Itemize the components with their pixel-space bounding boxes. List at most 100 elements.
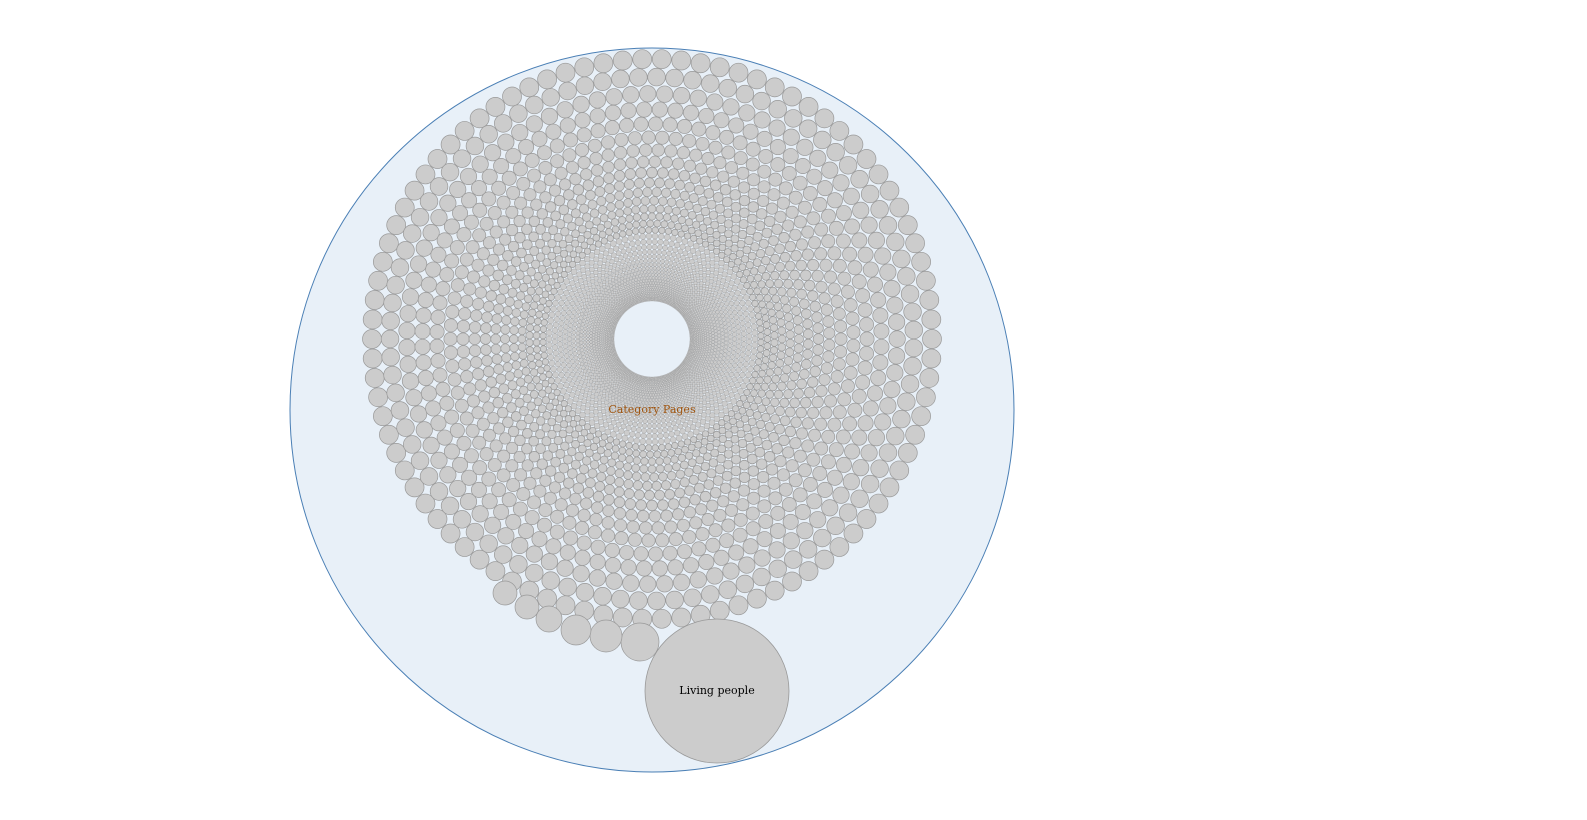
leaf-circle[interactable] <box>603 288 608 293</box>
leaf-circle[interactable] <box>609 306 613 310</box>
leaf-circle[interactable] <box>728 334 733 340</box>
leaf-circle[interactable] <box>752 436 763 447</box>
leaf-circle[interactable] <box>622 364 625 366</box>
leaf-circle[interactable] <box>628 295 632 299</box>
leaf-circle[interactable] <box>629 288 633 291</box>
leaf-circle[interactable] <box>714 374 719 379</box>
leaf-circle[interactable] <box>625 509 638 522</box>
leaf-circle[interactable] <box>689 332 691 334</box>
leaf-circle[interactable] <box>605 396 610 401</box>
leaf-circle[interactable] <box>687 359 690 362</box>
leaf-circle[interactable] <box>587 360 591 365</box>
leaf-circle[interactable] <box>653 288 656 291</box>
leaf-circle[interactable] <box>599 455 609 465</box>
leaf-circle[interactable] <box>739 320 746 327</box>
leaf-circle[interactable] <box>821 429 836 444</box>
leaf-circle[interactable] <box>537 303 545 312</box>
leaf-circle[interactable] <box>607 310 610 314</box>
leaf-circle[interactable] <box>647 290 650 293</box>
leaf-circle[interactable] <box>604 377 608 382</box>
leaf-circle[interactable] <box>687 431 694 438</box>
leaf-circle[interactable] <box>797 463 812 478</box>
leaf-circle[interactable] <box>604 316 607 319</box>
leaf-circle[interactable] <box>726 268 734 275</box>
leaf-circle[interactable] <box>579 301 585 307</box>
leaf-circle[interactable] <box>578 394 584 400</box>
leaf-circle[interactable] <box>693 335 696 338</box>
leaf-circle[interactable] <box>619 294 623 297</box>
leaf-circle[interactable] <box>719 482 732 494</box>
leaf-circle[interactable] <box>621 309 624 311</box>
leaf-circle[interactable] <box>715 320 720 324</box>
leaf-circle[interactable] <box>552 321 559 328</box>
leaf-circle[interactable] <box>691 306 695 310</box>
leaf-circle[interactable] <box>694 310 697 314</box>
leaf-circle[interactable] <box>507 240 520 253</box>
leaf-circle[interactable] <box>523 188 537 202</box>
leaf-circle[interactable] <box>569 371 576 378</box>
leaf-circle[interactable] <box>644 279 649 283</box>
leaf-circle[interactable] <box>601 528 616 543</box>
leaf-circle[interactable] <box>509 104 528 123</box>
leaf-circle[interactable] <box>628 369 630 371</box>
leaf-circle[interactable] <box>713 291 718 296</box>
leaf-circle[interactable] <box>809 365 821 378</box>
leaf-circle[interactable] <box>686 361 689 364</box>
leaf-circle[interactable] <box>525 545 543 563</box>
leaf-circle[interactable] <box>793 449 807 463</box>
leaf-circle[interactable] <box>636 271 641 275</box>
leaf-circle[interactable] <box>716 313 721 318</box>
leaf-circle[interactable] <box>574 301 580 307</box>
leaf-circle[interactable] <box>669 387 672 391</box>
leaf-circle[interactable] <box>646 377 649 380</box>
leaf-circle[interactable] <box>699 344 703 348</box>
leaf-circle[interactable] <box>628 532 642 547</box>
leaf-circle[interactable] <box>625 266 631 271</box>
leaf-circle[interactable] <box>694 364 697 368</box>
leaf-circle[interactable] <box>756 319 764 327</box>
leaf-circle[interactable] <box>572 347 577 352</box>
leaf-circle[interactable] <box>672 295 676 299</box>
leaf-circle[interactable] <box>548 311 556 318</box>
leaf-circle[interactable] <box>723 363 728 369</box>
leaf-circle[interactable] <box>514 270 525 281</box>
leaf-circle[interactable] <box>509 343 519 353</box>
leaf-circle[interactable] <box>663 397 667 401</box>
leaf-circle[interactable] <box>610 380 614 384</box>
leaf-circle[interactable] <box>598 298 603 303</box>
leaf-circle[interactable] <box>797 200 812 215</box>
leaf-circle[interactable] <box>583 343 587 348</box>
leaf-circle[interactable] <box>785 329 795 340</box>
leaf-circle[interactable] <box>506 478 521 493</box>
leaf-circle[interactable] <box>724 371 730 377</box>
leaf-circle[interactable] <box>604 300 609 304</box>
leaf-circle[interactable] <box>704 302 708 307</box>
leaf-circle[interactable] <box>684 311 687 314</box>
leaf-circle[interactable] <box>435 281 451 297</box>
leaf-circle[interactable] <box>701 303 705 308</box>
leaf-circle[interactable] <box>722 297 728 303</box>
leaf-circle[interactable] <box>694 324 697 327</box>
leaf-circle[interactable] <box>607 393 612 398</box>
leaf-circle[interactable] <box>585 308 590 313</box>
leaf-circle[interactable] <box>892 409 911 429</box>
leaf-circle[interactable] <box>605 344 608 347</box>
leaf-circle[interactable] <box>782 571 802 592</box>
leaf-circle[interactable] <box>709 322 714 326</box>
leaf-circle[interactable] <box>548 184 562 197</box>
leaf-circle[interactable] <box>721 317 726 322</box>
leaf-circle[interactable] <box>694 482 705 494</box>
leaf-circle[interactable] <box>472 435 487 450</box>
leaf-circle[interactable] <box>620 276 625 281</box>
leaf-circle[interactable] <box>583 326 588 331</box>
leaf-circle[interactable] <box>602 345 605 349</box>
leaf-circle[interactable] <box>693 302 697 306</box>
leaf-circle[interactable] <box>768 491 783 506</box>
leaf-circle[interactable] <box>721 196 733 208</box>
leaf-circle[interactable] <box>533 180 547 194</box>
leaf-circle[interactable] <box>698 337 701 341</box>
leaf-circle[interactable] <box>730 201 742 213</box>
leaf-circle[interactable] <box>593 275 599 281</box>
leaf-circle[interactable] <box>879 477 900 498</box>
leaf-circle[interactable] <box>676 307 678 310</box>
